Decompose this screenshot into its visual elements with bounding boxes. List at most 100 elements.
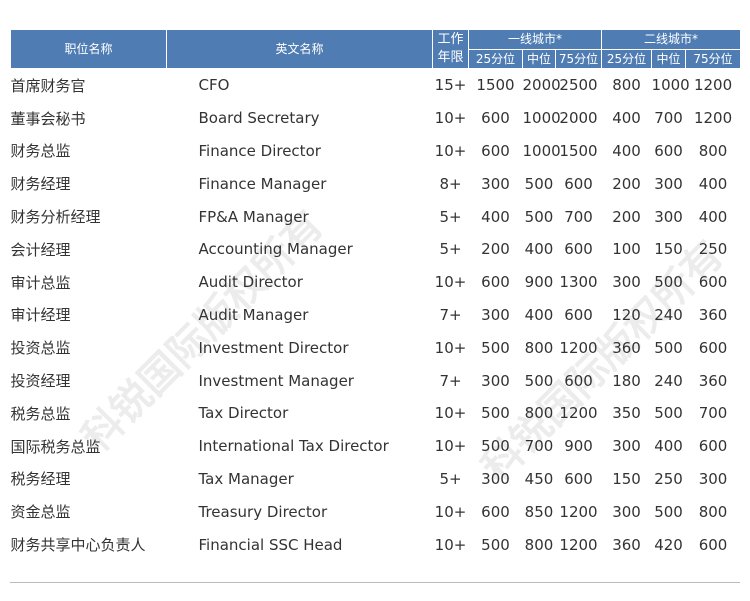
cell-tier1-p25: 300: [481, 469, 510, 488]
header-title-en: 英文名称: [166, 29, 433, 69]
cell-tier1-mid: 450: [524, 469, 554, 488]
header-years: 工作年限: [432, 29, 469, 69]
table-row: 财务经理 Finance Manager 8+ 300 500 600 200 300 400: [11, 167, 741, 200]
cell-tier2-mid: 150: [654, 240, 683, 259]
table-row: 税务总监 Tax Director 10+ 500 800 1200 350 500 700: [11, 397, 741, 430]
cell-tier1-p75: 600: [564, 469, 593, 488]
header-p75: 75分位: [554, 48, 603, 69]
cell-tier2-p25: 400: [612, 109, 641, 128]
cell-title-cn: 投资总监: [10, 339, 71, 358]
cell-title-cn: 首席财务官: [10, 76, 86, 95]
cell-title-cn: 审计总监: [10, 273, 71, 292]
cell-tier1-p25: 300: [481, 305, 510, 324]
cell-tier2-p25: 150: [612, 469, 641, 488]
table-row: 税务经理 Tax Manager 5+ 300 450 600 150 250 300: [11, 463, 741, 496]
cell-years: 10+: [434, 273, 467, 292]
cell-title-cn: 会计经理: [10, 240, 71, 259]
table-row: 财务共享中心负责人 Financial SSC Head 10+ 500 800 1200…: [11, 528, 741, 561]
table-row: 财务总监 Finance Director 10+ 600 1000 1500 400 600…: [11, 135, 741, 168]
cell-tier2-p75: 1200: [693, 109, 733, 128]
cell-tier2-p75: 250: [698, 240, 728, 259]
table-row: 审计总监 Audit Director 10+ 600 900 1300 300 500 600: [11, 266, 741, 299]
table-row: 董事会秘书 Board Secretary 10+ 600 1000 2000 400 700…: [11, 102, 741, 135]
cell-tier2-p75: 360: [698, 305, 728, 324]
cell-tier1-p75: 600: [564, 371, 593, 390]
cell-years: 5+: [439, 207, 462, 226]
cell-tier1-mid: 500: [524, 207, 554, 226]
cell-tier2-mid: 700: [654, 109, 683, 128]
cell-tier1-p75: 1200: [559, 338, 598, 357]
header-title-cn: 职位名称: [10, 29, 167, 69]
cell-tier2-p75: 600: [698, 338, 728, 357]
cell-tier1-mid: 500: [524, 371, 554, 390]
cell-tier2-mid: 250: [654, 469, 683, 488]
cell-tier1-p25: 400: [481, 207, 510, 226]
cell-tier1-mid: 400: [524, 305, 554, 324]
cell-tier2-mid: 600: [654, 141, 683, 160]
cell-years: 10+: [434, 109, 467, 128]
cell-tier1-p75: 600: [564, 174, 593, 193]
cell-title-en: Treasury Director: [198, 502, 328, 521]
cell-tier1-p75: 1200: [559, 404, 598, 423]
cell-title-cn: 财务总监: [10, 142, 71, 161]
cell-title-en: FP&A Manager: [198, 207, 309, 226]
cell-title-en: Tax Manager: [198, 469, 294, 488]
cell-tier2-mid: 500: [654, 338, 683, 357]
cell-tier1-mid: 1000: [522, 109, 561, 128]
cell-tier1-p75: 1300: [559, 273, 598, 292]
cell-tier2-p25: 300: [612, 502, 641, 521]
salary-table: 职位名称 英文名称 工作年限 一线城市* 二线城市* 25分位 中位 75分位 …: [10, 29, 742, 561]
header-p25: 25分位: [468, 48, 523, 69]
cell-title-cn: 资金总监: [10, 503, 71, 522]
cell-title-en: Audit Manager: [198, 305, 309, 324]
cell-tier1-p75: 900: [564, 437, 593, 456]
cell-title-cn: 税务经理: [10, 470, 71, 489]
cell-tier1-mid: 2000: [522, 76, 561, 95]
cell-tier1-p75: 1200: [559, 502, 598, 521]
cell-title-cn: 财务分析经理: [10, 208, 101, 227]
cell-tier1-p75: 2500: [559, 76, 598, 95]
cell-tier2-p75: 800: [698, 141, 728, 160]
cell-tier1-p25: 500: [481, 338, 510, 357]
cell-title-cn: 投资经理: [10, 372, 71, 391]
cell-title-cn: 董事会秘书: [10, 109, 86, 128]
cell-years: 10+: [434, 338, 467, 357]
cell-tier2-p25: 200: [612, 207, 641, 226]
cell-tier2-p75: 300: [698, 469, 728, 488]
table-row: 会计经理 Accounting Manager 5+ 200 400 600 100 150 2…: [11, 233, 741, 266]
cell-tier2-mid: 240: [654, 305, 683, 324]
table-row: 投资经理 Investment Manager 7+ 300 500 600 180 240 3…: [11, 364, 741, 397]
cell-tier2-mid: 1000: [651, 76, 690, 95]
cell-tier2-p75: 1200: [693, 76, 733, 95]
cell-years: 5+: [439, 240, 462, 259]
cell-tier2-p75: 360: [698, 371, 728, 390]
cell-tier2-p25: 300: [612, 273, 641, 292]
cell-tier2-p75: 600: [698, 273, 728, 292]
bottom-divider: [10, 582, 740, 583]
cell-tier2-p75: 700: [698, 404, 728, 423]
cell-tier2-p75: 400: [698, 207, 728, 226]
cell-tier2-p25: 120: [612, 305, 641, 324]
header-p75: 75分位: [685, 48, 742, 69]
table-row: 资金总监 Treasury Director 10+ 600 850 1200 300 500…: [11, 495, 741, 528]
cell-title-en: Investment Director: [198, 338, 349, 357]
cell-years: 7+: [439, 371, 462, 390]
cell-tier1-p25: 600: [481, 141, 510, 160]
cell-tier2-p25: 100: [612, 240, 641, 259]
table-row: 国际税务总监 International Tax Director 10+ 500 70…: [11, 430, 741, 463]
cell-tier1-p75: 1200: [559, 535, 598, 554]
cell-years: 8+: [439, 174, 462, 193]
cell-tier1-p25: 300: [481, 371, 510, 390]
cell-title-en: Finance Director: [198, 141, 321, 160]
cell-tier2-mid: 420: [654, 535, 683, 554]
cell-tier1-mid: 850: [524, 502, 554, 521]
cell-tier2-mid: 500: [654, 502, 683, 521]
table-row: 审计经理 Audit Manager 7+ 300 400 600 120 240 360: [11, 299, 741, 332]
cell-tier2-mid: 240: [654, 371, 683, 390]
cell-tier2-p75: 600: [698, 437, 728, 456]
cell-title-en: Accounting Manager: [198, 240, 353, 259]
cell-title-cn: 财务共享中心负责人: [10, 536, 146, 555]
cell-tier2-p25: 350: [612, 404, 641, 423]
cell-years: 15+: [434, 76, 467, 95]
cell-tier2-mid: 500: [654, 273, 683, 292]
